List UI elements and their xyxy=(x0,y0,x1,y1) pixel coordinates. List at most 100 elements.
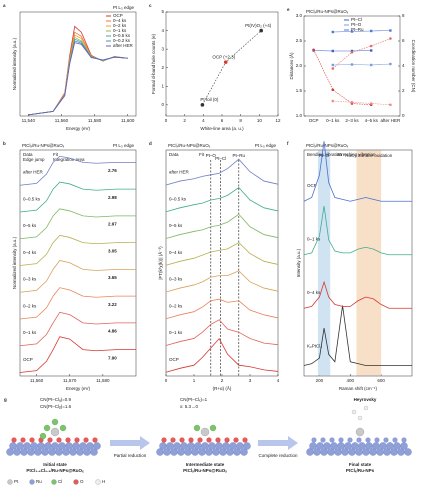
formula: PtCl₃.₆Cl₀.₉/Ru-NPs@RuOₓ xyxy=(26,468,84,473)
x-tick-label: 2 xyxy=(183,118,186,123)
x-tick-label: 4 xyxy=(202,118,205,123)
ru-atom xyxy=(187,442,195,450)
data-point xyxy=(331,88,335,92)
series-label: K₂PtCl₄ xyxy=(307,343,322,348)
legend-swatch xyxy=(73,479,79,485)
step: Partial reduction xyxy=(114,453,147,458)
note: Data xyxy=(23,152,33,157)
series-label: OCP xyxy=(169,357,179,362)
ru-atom xyxy=(338,437,344,443)
series-label: 0–2 ks xyxy=(169,303,183,308)
x-tick-label: 6 xyxy=(221,118,224,123)
shaded-band xyxy=(317,150,331,376)
y-axis-label: Formal d-band hole counts (e) xyxy=(151,33,156,94)
ru-atom xyxy=(201,442,209,450)
note: Bending vibration xyxy=(307,152,342,157)
x-axis-label: (R+α) (Å) xyxy=(213,385,232,391)
o-atom xyxy=(179,437,185,443)
cn-text: x: 5.3→0 xyxy=(180,404,199,409)
x-tick-label: 4 xyxy=(277,378,280,383)
series-line xyxy=(19,311,136,347)
y-tick-label: 2.0 xyxy=(296,63,303,68)
y-tick-label: 5 xyxy=(161,9,164,14)
series-line xyxy=(19,287,136,320)
series-line xyxy=(19,234,136,266)
panel-label: b xyxy=(3,141,6,146)
legend-label: 0–2 ks xyxy=(113,23,127,28)
series-label: 0–5 ks xyxy=(169,223,183,228)
formula: PtClₓ/Ru-NPs@RuOₓ xyxy=(183,468,227,473)
edge-label: Pt L₃ edge xyxy=(113,5,135,10)
ru-atom xyxy=(215,442,223,450)
band-label: RuO₂ Surface oxidation xyxy=(345,153,393,158)
series-line xyxy=(165,270,279,293)
panel-label: e xyxy=(287,7,290,12)
ru-atom xyxy=(330,442,338,450)
y-tick-label: 1.5 xyxy=(296,88,303,93)
panel-title: PtClₓ/Ru-NPs@RuOₓ xyxy=(168,143,211,148)
ru-atom xyxy=(194,442,202,450)
x-tick-label: 11,560 xyxy=(30,378,44,383)
panel-title: PtClₓ/Ru-NPs@RuOₓ xyxy=(306,143,349,148)
x-tick-label: 200 xyxy=(316,378,324,383)
series-label: 0–3 ks xyxy=(169,277,183,282)
panel-label: f xyxy=(287,141,289,146)
data-point xyxy=(350,30,354,33)
plot-frame xyxy=(303,149,413,377)
legend-swatch xyxy=(7,479,13,485)
y2-tick-label: 4 xyxy=(402,63,405,68)
y2-axis-label: Coordination number (CN) xyxy=(411,40,416,93)
ru-atom xyxy=(386,442,394,450)
o-atom xyxy=(233,437,239,443)
x-tick-label: 1 xyxy=(193,378,196,383)
ru-atom xyxy=(173,442,181,450)
cl-atom xyxy=(39,432,47,440)
panel-label: g xyxy=(4,397,7,402)
x-tick-label: 11,540 xyxy=(22,118,36,123)
x-tick-label: 3 xyxy=(249,378,252,383)
o-atom xyxy=(11,437,17,443)
ru-atom xyxy=(347,437,353,443)
x-tick-label: OCP xyxy=(309,118,319,123)
x-tick-label: 11,580 xyxy=(88,118,102,123)
ru-atom xyxy=(320,437,326,443)
ru-atom xyxy=(356,437,362,443)
point-label: OCP (+2.3) xyxy=(212,54,235,59)
data-point xyxy=(389,62,392,66)
data-point xyxy=(331,30,334,34)
y-tick-label: 2.5 xyxy=(296,38,303,43)
series-line xyxy=(28,42,128,116)
o-atom xyxy=(161,437,167,443)
ru-atom xyxy=(243,442,251,450)
series-line xyxy=(19,181,136,213)
series-line xyxy=(313,50,372,52)
data-point xyxy=(331,67,335,70)
series-line xyxy=(165,319,279,346)
series-line xyxy=(19,260,136,293)
legend-label: 0–0.2 ks xyxy=(113,38,131,43)
o-atom xyxy=(224,437,230,443)
ru-atom xyxy=(166,442,174,450)
series-line xyxy=(303,206,412,256)
y-axis-label: |FT(k³χ(k))| (Å⁻³) xyxy=(157,246,163,280)
ru-atom xyxy=(392,437,398,443)
y-tick-label: 1.0 xyxy=(296,113,303,118)
x-tick-label: 0 xyxy=(165,378,168,383)
note: Data xyxy=(169,152,179,157)
plot-frame xyxy=(19,149,137,377)
y-tick-label: 4 xyxy=(161,28,164,33)
x-axis-label: White-line area (a. u.) xyxy=(200,126,244,131)
ru-atom xyxy=(351,442,359,450)
cn-text: CN(Pt–Clᵦ)=1.6 xyxy=(40,404,72,409)
pt-atom xyxy=(355,427,365,437)
x-axis-label: Raman shift (cm⁻¹) xyxy=(339,386,378,391)
ru-atom xyxy=(9,442,17,450)
edge-label: Pt L₃ edge xyxy=(255,143,277,148)
series-label: 0–0.5 ks xyxy=(169,196,187,201)
ru-atom xyxy=(316,442,324,450)
area-label: 7.90 xyxy=(108,355,117,360)
arrow xyxy=(258,436,298,450)
ru-atom xyxy=(90,448,98,456)
legend-label: 0–4 ks xyxy=(113,18,127,23)
